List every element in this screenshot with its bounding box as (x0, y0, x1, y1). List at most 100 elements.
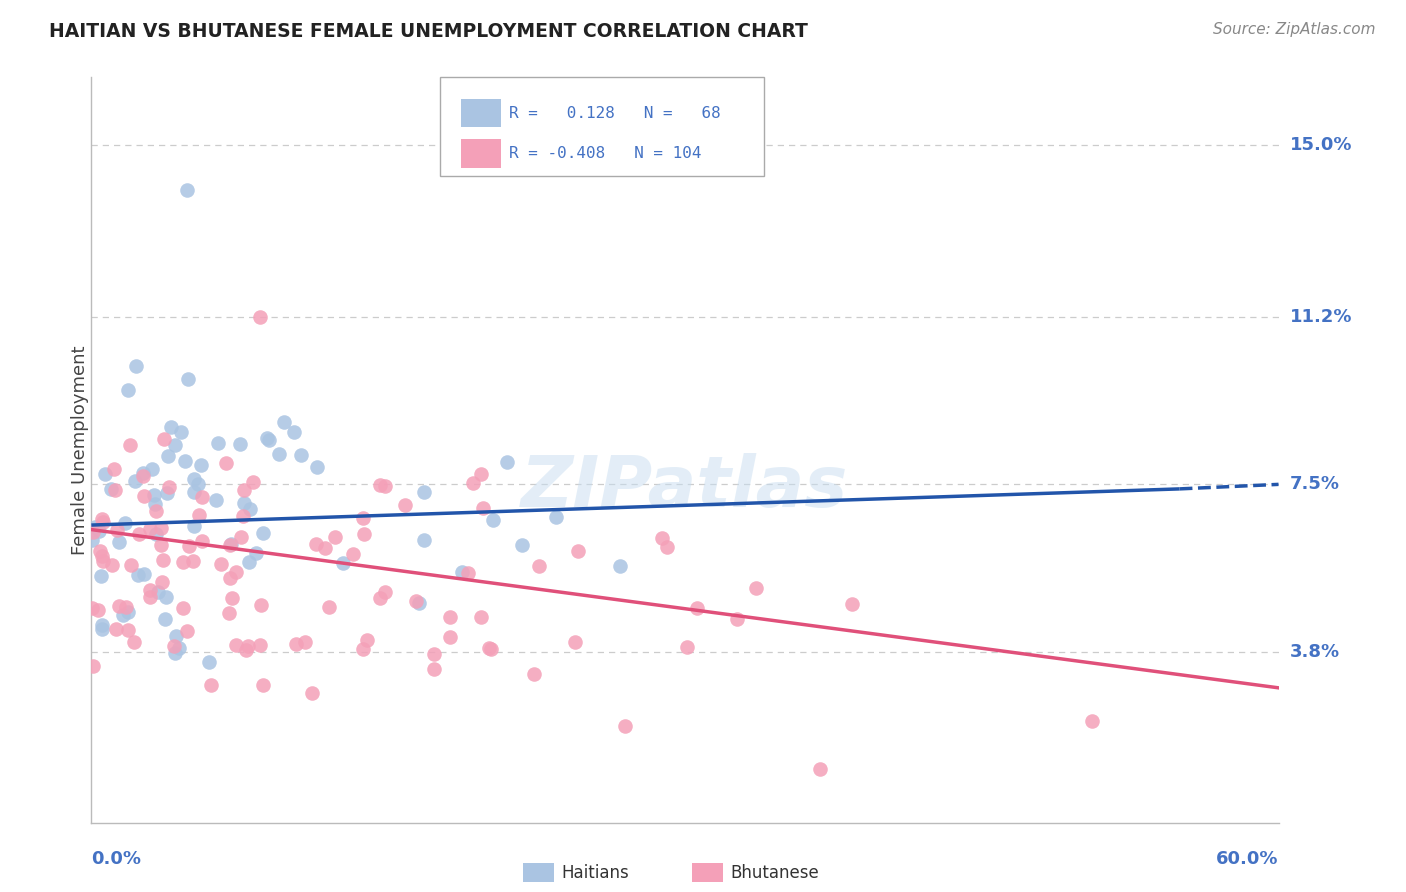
Text: R =   0.128   N =   68: R = 0.128 N = 68 (509, 105, 721, 120)
Point (356, 633, 378, 648)
Text: Haitians: Haitians (561, 863, 628, 881)
Point (394, 498, 416, 512)
Text: HAITIAN VS BHUTANESE FEMALE UNEMPLOYMENT CORRELATION CHART: HAITIAN VS BHUTANESE FEMALE UNEMPLOYMENT… (49, 22, 808, 41)
Point (744, 582, 766, 596)
Point (318, 600, 340, 615)
Point (166, 629, 188, 643)
Point (219, 538, 242, 552)
Point (614, 719, 637, 733)
Point (479, 642, 502, 657)
Point (173, 454, 195, 468)
Point (191, 533, 214, 548)
Point (198, 655, 221, 669)
Point (567, 543, 589, 558)
Point (117, 605, 139, 619)
Point (91, 515, 114, 529)
Point (283, 425, 305, 439)
Point (249, 310, 271, 324)
Point (152, 552, 174, 566)
Point (183, 519, 205, 533)
Point (94, 467, 117, 481)
Point (117, 383, 139, 397)
Point (495, 455, 517, 469)
Point (150, 520, 173, 534)
Point (238, 555, 260, 569)
Point (413, 484, 436, 499)
Point (305, 460, 328, 475)
Point (100, 482, 122, 496)
Point (439, 610, 461, 624)
Text: R = -0.408   N = 104: R = -0.408 N = 104 (509, 145, 702, 161)
Point (90, 512, 112, 526)
Point (510, 538, 533, 552)
Point (101, 558, 124, 572)
Point (187, 508, 209, 522)
Point (412, 533, 434, 548)
Point (221, 591, 243, 605)
Point (176, 624, 198, 638)
Point (157, 480, 180, 494)
Point (725, 612, 748, 626)
Point (105, 523, 128, 537)
Point (146, 585, 169, 599)
Point (163, 438, 186, 452)
Point (290, 448, 312, 462)
Text: 0.0%: 0.0% (91, 850, 142, 868)
Y-axis label: Female Unemployment: Female Unemployment (72, 346, 89, 555)
Point (368, 591, 391, 605)
Point (256, 431, 278, 445)
Point (471, 500, 494, 515)
Point (150, 574, 173, 589)
Point (153, 612, 176, 626)
Point (118, 438, 141, 452)
Text: 3.8%: 3.8% (1289, 642, 1340, 661)
Point (105, 622, 128, 636)
Point (120, 558, 142, 572)
Point (191, 490, 214, 504)
Point (132, 566, 155, 581)
Point (423, 662, 446, 676)
Point (90, 568, 112, 582)
Text: 15.0%: 15.0% (1289, 136, 1353, 154)
Point (89, 543, 111, 558)
Point (374, 585, 396, 599)
Point (167, 641, 190, 656)
Point (249, 638, 271, 652)
Point (353, 527, 375, 541)
Point (527, 559, 550, 574)
Point (236, 640, 259, 654)
Point (124, 635, 146, 649)
Point (301, 686, 323, 700)
Point (91, 554, 114, 568)
Point (477, 640, 499, 655)
Point (250, 598, 273, 612)
Point (841, 597, 863, 611)
Point (200, 678, 222, 692)
Point (242, 475, 264, 489)
Point (176, 372, 198, 386)
Point (87, 524, 110, 538)
Point (463, 476, 485, 491)
Point (128, 527, 150, 541)
Point (259, 433, 281, 447)
Text: ZIPatlas: ZIPatlas (522, 453, 849, 522)
Point (423, 647, 446, 661)
Point (408, 596, 430, 610)
Point (235, 643, 257, 657)
Point (284, 637, 307, 651)
Point (155, 590, 177, 604)
Point (139, 582, 162, 597)
Point (229, 530, 252, 544)
Point (163, 639, 186, 653)
Point (232, 508, 254, 523)
Text: 11.2%: 11.2% (1289, 308, 1353, 326)
Point (145, 526, 167, 541)
Point (132, 489, 155, 503)
Point (141, 462, 163, 476)
Point (114, 516, 136, 530)
Text: Source: ZipAtlas.com: Source: ZipAtlas.com (1212, 22, 1375, 37)
Point (209, 557, 232, 571)
Point (82, 659, 104, 673)
Text: 60.0%: 60.0% (1216, 850, 1278, 868)
Point (233, 483, 256, 498)
